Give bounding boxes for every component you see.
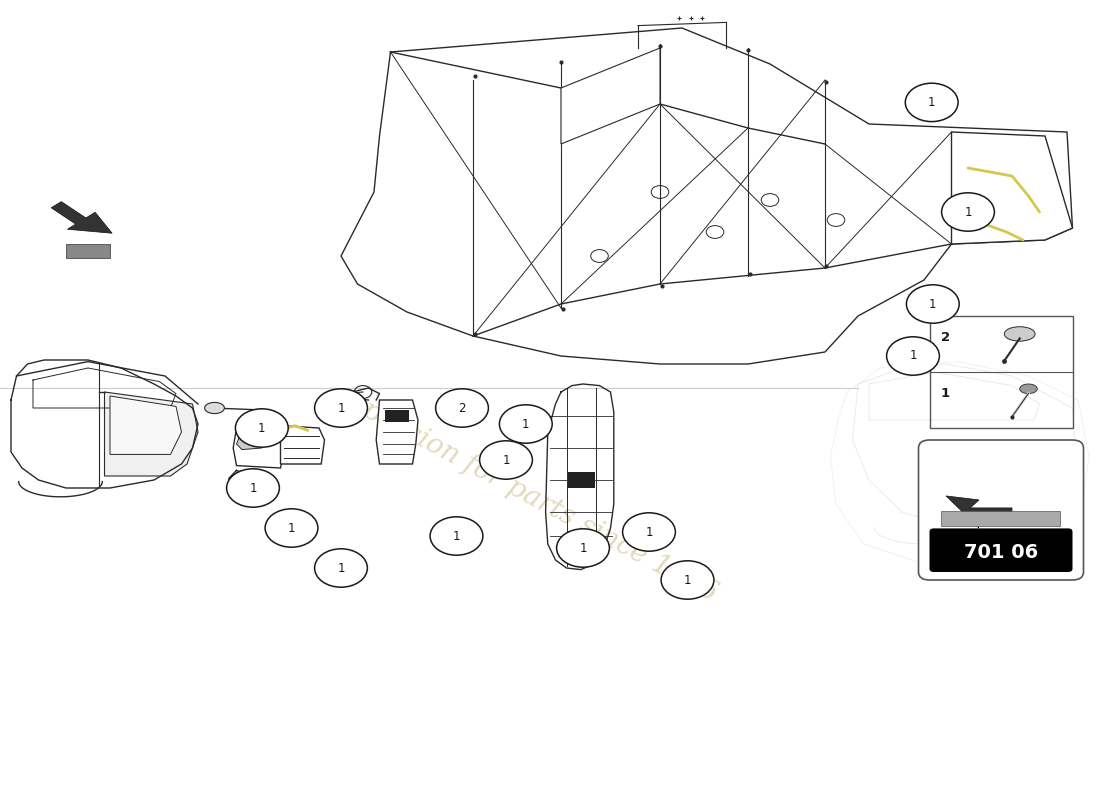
Text: 1: 1 (288, 522, 295, 534)
Polygon shape (104, 392, 198, 476)
FancyBboxPatch shape (385, 410, 409, 422)
Text: 1: 1 (258, 422, 265, 434)
Text: a passion for parts since 1996: a passion for parts since 1996 (334, 385, 722, 607)
Circle shape (315, 549, 367, 587)
Ellipse shape (205, 402, 224, 414)
Polygon shape (52, 202, 112, 234)
Circle shape (227, 469, 279, 507)
Circle shape (315, 389, 367, 427)
Text: 1: 1 (250, 482, 256, 494)
Text: 701 06: 701 06 (964, 543, 1038, 562)
Polygon shape (233, 428, 284, 468)
Polygon shape (376, 400, 418, 464)
FancyBboxPatch shape (918, 440, 1084, 580)
Text: 1: 1 (646, 526, 652, 538)
FancyBboxPatch shape (940, 511, 1060, 526)
Text: 1: 1 (453, 530, 460, 542)
Circle shape (623, 513, 675, 551)
Text: 1: 1 (940, 386, 949, 400)
Circle shape (905, 83, 958, 122)
Circle shape (557, 529, 609, 567)
FancyBboxPatch shape (930, 529, 1072, 572)
Text: 1: 1 (503, 454, 509, 466)
Polygon shape (952, 132, 1072, 244)
Circle shape (661, 561, 714, 599)
Circle shape (480, 441, 532, 479)
Text: 1: 1 (522, 418, 529, 430)
Text: 2: 2 (459, 402, 465, 414)
Circle shape (942, 193, 994, 231)
Circle shape (887, 337, 939, 375)
Circle shape (235, 409, 288, 447)
Polygon shape (236, 434, 266, 450)
Text: 1: 1 (684, 574, 691, 586)
Circle shape (265, 509, 318, 547)
Circle shape (906, 285, 959, 323)
Polygon shape (946, 496, 1012, 528)
Ellipse shape (1020, 384, 1037, 394)
Polygon shape (110, 396, 182, 454)
Text: 1: 1 (338, 402, 344, 414)
Text: 1: 1 (910, 350, 916, 362)
FancyBboxPatch shape (568, 531, 595, 546)
Ellipse shape (1004, 326, 1035, 341)
Text: 1: 1 (928, 96, 935, 109)
Text: 1: 1 (580, 542, 586, 554)
Polygon shape (280, 426, 324, 464)
FancyBboxPatch shape (568, 472, 595, 488)
Text: 1: 1 (338, 562, 344, 574)
FancyBboxPatch shape (66, 244, 110, 258)
Circle shape (430, 517, 483, 555)
Circle shape (436, 389, 488, 427)
Text: 2: 2 (940, 330, 949, 344)
Text: 1: 1 (965, 206, 971, 218)
Circle shape (499, 405, 552, 443)
Polygon shape (561, 48, 660, 144)
Text: 1: 1 (930, 298, 936, 310)
